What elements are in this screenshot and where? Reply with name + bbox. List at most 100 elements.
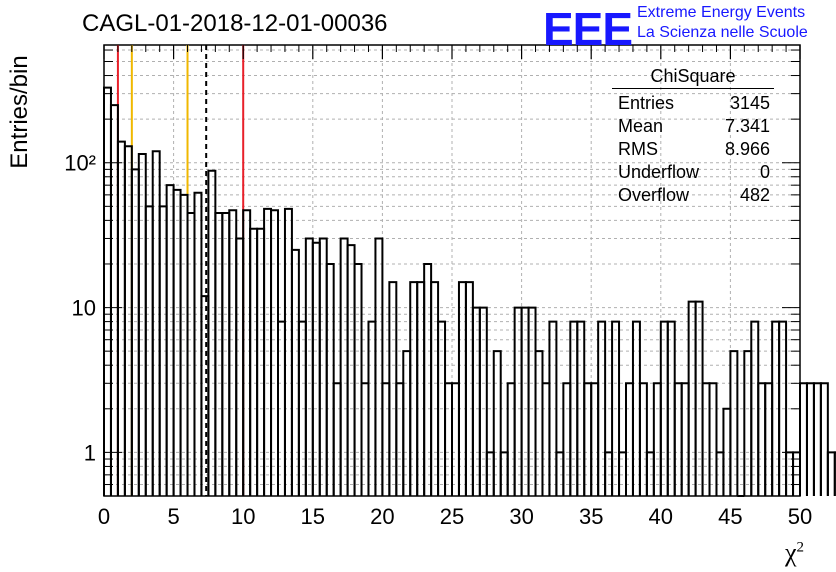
x-axis-label-sup: 2	[796, 539, 805, 556]
y-tick-label: 10²	[64, 151, 96, 176]
histogram-bin	[242, 209, 252, 496]
logo-line-2: La Scienza nelle Scuole	[637, 24, 808, 41]
histogram-bin	[186, 211, 196, 496]
histogram-bin	[423, 262, 433, 496]
histogram-bin	[235, 237, 245, 496]
histogram-bin	[799, 382, 808, 496]
histogram-bin	[221, 211, 231, 496]
histogram-bin	[109, 104, 119, 496]
histogram-bin	[708, 382, 718, 496]
stats-title: ChiSquare	[612, 66, 774, 89]
histogram-bin	[778, 320, 788, 496]
histogram-bin	[451, 382, 460, 496]
histogram-bin	[263, 207, 273, 496]
histogram-bin	[534, 350, 544, 496]
x-tick-label: 35	[579, 504, 603, 529]
histogram-bin	[325, 262, 335, 496]
histogram-bin	[680, 382, 690, 496]
histogram-bin	[652, 382, 662, 496]
histogram-bin	[353, 262, 363, 496]
histogram-bin	[228, 209, 238, 496]
stats-row-entries: Entries 3145	[612, 92, 774, 115]
histogram-bin	[179, 193, 189, 496]
histogram-bin	[562, 382, 572, 496]
histogram-bin	[541, 382, 551, 496]
x-tick-label: 50	[788, 504, 812, 529]
histogram-bin	[318, 237, 328, 496]
x-tick-label: 25	[440, 504, 464, 529]
histogram-bin	[311, 241, 321, 496]
x-tick-label: 45	[718, 504, 742, 529]
stats-label: Overflow	[618, 185, 690, 205]
histogram-bin	[207, 169, 217, 496]
y-tick-label: 1	[84, 440, 96, 465]
x-tick-label: 30	[509, 504, 533, 529]
histogram-bin	[743, 350, 753, 496]
histogram-bin	[638, 382, 648, 496]
histogram-bin	[165, 184, 175, 496]
histogram-bin	[478, 306, 488, 496]
histogram-bin	[130, 168, 140, 496]
x-tick-label: 5	[167, 504, 179, 529]
x-axis-label: χ2	[785, 538, 804, 568]
histogram-bin	[597, 320, 607, 496]
stats-value: 7.341	[724, 116, 770, 136]
stats-value: 3145	[729, 93, 770, 113]
histogram-bin	[346, 244, 356, 496]
y-axis-label: Entries/bin	[6, 55, 33, 169]
y-tick-label: 10	[72, 296, 96, 321]
histogram-bin	[611, 320, 621, 496]
stats-label: Underflow	[618, 162, 700, 182]
x-tick-label: 15	[301, 504, 325, 529]
histogram-bin	[527, 306, 537, 496]
histogram-bin	[304, 237, 314, 496]
stats-value: 8.966	[724, 139, 770, 159]
histogram-bin	[492, 350, 502, 496]
histogram-bin	[444, 382, 453, 496]
stats-value: 0	[759, 162, 770, 182]
histogram-bin	[360, 382, 370, 496]
stats-box: ChiSquare Entries 3145 Mean 7.341 RMS 8.966…	[612, 66, 774, 207]
histogram-bin	[471, 306, 481, 496]
eee-logo: EEE	[543, 3, 633, 55]
histogram-bin	[513, 306, 523, 496]
x-tick-label: 20	[370, 504, 394, 529]
histogram-bin	[395, 382, 405, 496]
histogram-bin	[506, 382, 516, 496]
histogram-bin	[701, 382, 711, 496]
histogram-bin	[381, 382, 391, 496]
x-tick-label: 40	[649, 504, 673, 529]
stats-row-underflow: Underflow 0	[612, 161, 774, 184]
x-axis: 0 5 10 15 20 25 30 35 40 45 50	[98, 45, 812, 529]
histogram-bin	[249, 227, 259, 496]
histogram-bin	[625, 382, 634, 496]
histogram-bin	[374, 237, 384, 496]
histogram-bin	[402, 350, 412, 496]
histogram-bin	[256, 227, 266, 496]
histogram-bin	[764, 382, 774, 496]
histogram-bin	[339, 237, 349, 496]
histogram-bin	[590, 382, 600, 496]
stats-row-mean: Mean 7.341	[612, 115, 774, 138]
stats-row-overflow: Overflow 482	[612, 184, 774, 207]
x-tick-label: 10	[231, 504, 255, 529]
logo-line-1: Extreme Energy Events	[637, 4, 806, 21]
histogram-bin	[151, 150, 161, 496]
stats-label: Entries	[618, 93, 675, 113]
histogram-bin	[673, 382, 683, 496]
histogram-bin	[819, 382, 829, 496]
histogram-bin	[270, 209, 279, 496]
histogram-bin	[103, 86, 112, 496]
histogram-bin	[548, 320, 558, 496]
histogram-bin	[826, 451, 836, 496]
histogram-bin	[729, 350, 739, 496]
histogram-bin	[757, 382, 767, 496]
histogram-bin	[214, 211, 224, 496]
stats-value: 482	[739, 185, 770, 205]
histogram-bin	[520, 306, 530, 496]
stats-label: Mean	[618, 116, 664, 136]
histogram-bin	[583, 382, 593, 496]
stats-row-rms: RMS 8.966	[612, 138, 774, 161]
x-tick-label: 0	[98, 504, 110, 529]
